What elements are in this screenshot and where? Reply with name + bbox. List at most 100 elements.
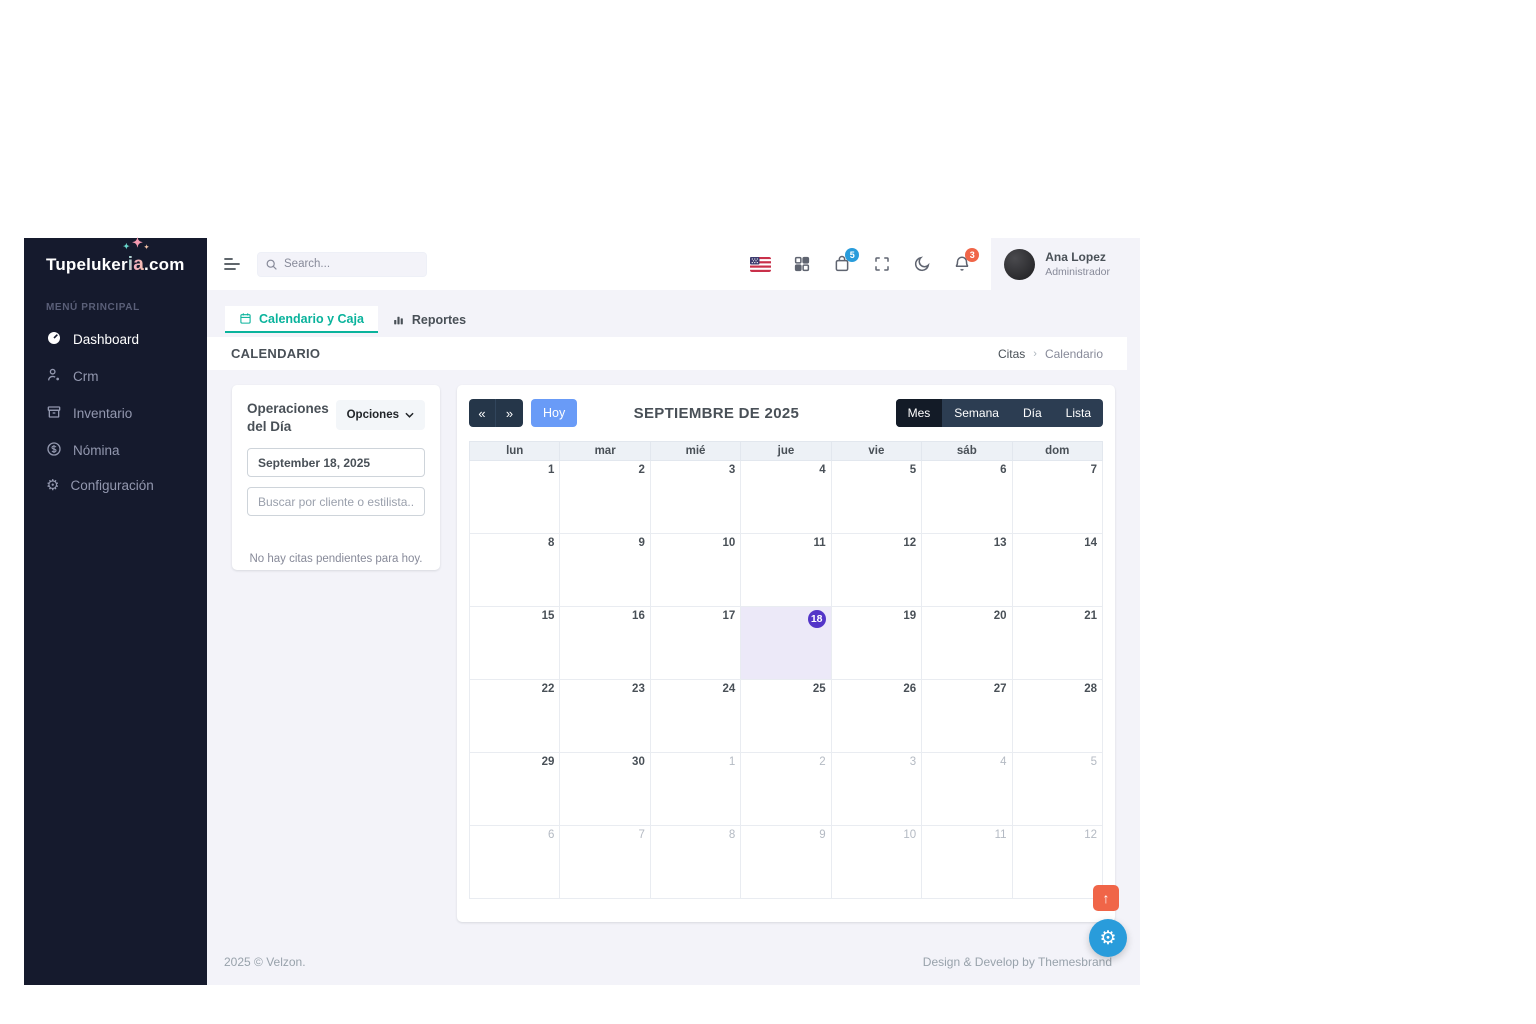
day-cell[interactable]: 28 [1011,679,1104,753]
chevrons-left-icon: « [478,405,486,421]
day-cell[interactable]: 8 [649,825,742,899]
options-button[interactable]: Opciones [335,400,425,430]
app-logo[interactable]: ✦ ✦ ✦ Tupelukeria.com [46,235,185,275]
day-cell[interactable]: 14 [1011,533,1104,607]
tab-reportes[interactable]: Reportes [378,306,480,333]
sidebar-item-dashboard[interactable]: Dashboard [24,321,207,358]
day-header: dom [1011,441,1104,461]
day-cell[interactable]: 4 [921,752,1013,826]
breadcrumb: Citas › Calendario [998,347,1103,361]
arrow-up-icon: ↑ [1102,890,1110,906]
day-cell[interactable]: 19 [830,606,923,680]
tab-calendario-y-caja[interactable]: Calendario y Caja [225,306,378,333]
view-mes-button[interactable]: Mes [895,399,943,427]
footer: 2025 © Velzon. Design & Develop by Theme… [224,955,1112,969]
operations-panel: Operaciones del Día Opciones No hay cita… [232,385,440,570]
archive-icon [46,404,62,423]
today-badge: 18 [807,610,826,628]
user-icon [46,367,62,386]
view-lista-button[interactable]: Lista [1054,399,1103,427]
day-cell[interactable]: 6 [921,460,1013,534]
day-cell[interactable]: 30 [559,752,651,826]
day-cell[interactable]: 3 [830,752,923,826]
calendar-nav-group: « » [469,399,523,427]
dollar-circle-icon [46,441,62,460]
day-cell[interactable]: 10 [649,533,742,607]
today-button[interactable]: Hoy [531,399,578,427]
apps-grid-icon[interactable] [793,255,811,273]
day-cell[interactable]: 24 [649,679,742,753]
day-cell[interactable]: 5 [1011,752,1104,826]
theme-settings-button[interactable]: ⚙ [1089,919,1127,957]
sidebar: ✦ ✦ ✦ Tupelukeria.com MENÚ PRINCIPAL Dashb… [24,235,207,985]
fullscreen-icon[interactable] [873,255,891,273]
cart-icon[interactable]: 5 [833,248,860,273]
day-cell[interactable]: 27 [921,679,1013,753]
calendar-grid-body: 1 2 3 4 5 6 7 8 9 10 11 12 13 14 15 16 17 18 19 20 21 22 23 24 2… [468,460,1104,899]
day-cell[interactable]: 15 [468,606,561,680]
day-cell[interactable]: 11 [740,533,832,607]
day-cell[interactable]: 12 [830,533,923,607]
hamburger-menu-icon[interactable] [223,257,241,271]
main-area: 5 3 Ana Lopez Administrador [207,238,1140,985]
prev-month-button[interactable]: « [469,399,496,427]
global-search [257,251,427,277]
day-header: vie [830,441,923,461]
breadcrumb-citas[interactable]: Citas [997,346,1026,361]
day-cell[interactable]: 9 [559,533,651,607]
day-cell[interactable]: 6 [468,825,561,899]
day-cell[interactable]: 7 [559,825,651,899]
view-dia-button[interactable]: Día [1011,399,1054,427]
day-cell[interactable]: 11 [921,825,1013,899]
sidebar-item-configuracion[interactable]: ⚙ Configuración [24,469,207,502]
day-cell[interactable]: 1 [468,460,561,534]
day-cell[interactable]: 26 [830,679,923,753]
day-cell[interactable]: 16 [559,606,651,680]
day-cell[interactable]: 8 [468,533,561,607]
day-cell[interactable]: 7 [1011,460,1104,534]
view-semana-button[interactable]: Semana [942,399,1011,427]
day-cell[interactable]: 18 [740,606,832,680]
user-role: Administrador [1045,265,1110,278]
next-month-button[interactable]: » [496,399,523,427]
search-input[interactable] [257,251,427,277]
day-header: jue [740,441,832,461]
avatar [1004,248,1036,280]
day-cell[interactable]: 5 [830,460,923,534]
language-flag-icon[interactable] [750,256,772,272]
dark-mode-moon-icon[interactable] [913,255,931,273]
sidebar-item-nomina[interactable]: Nómina [24,432,207,469]
day-cell[interactable]: 22 [468,679,561,753]
day-cell[interactable]: 12 [1011,825,1104,899]
day-cell[interactable]: 20 [921,606,1013,680]
day-cell[interactable]: 17 [649,606,742,680]
day-cell[interactable]: 4 [740,460,832,534]
gauge-icon [46,330,62,349]
day-cell[interactable]: 23 [559,679,651,753]
day-cell[interactable]: 21 [1011,606,1104,680]
sidebar-item-crm[interactable]: Crm [24,358,207,395]
day-cell[interactable]: 2 [740,752,832,826]
page-content: Operaciones del Día Opciones No hay cita… [207,370,1140,922]
notifications-bell-icon[interactable]: 3 [953,248,980,273]
scroll-to-top-button[interactable]: ↑ [1093,885,1119,911]
user-menu[interactable]: Ana Lopez Administrador [991,238,1123,290]
app-window: ✦ ✦ ✦ Tupelukeria.com MENÚ PRINCIPAL Dashb… [24,235,1140,985]
gear-icon: ⚙ [46,477,60,494]
day-cell[interactable]: 25 [740,679,832,753]
options-button-label: Opciones [346,409,399,421]
day-cell[interactable]: 9 [740,825,832,899]
day-cell[interactable]: 1 [649,752,742,826]
day-cell[interactable]: 13 [921,533,1013,607]
calendar-week-row: 22 23 24 25 26 27 28 [468,679,1104,753]
day-cell[interactable]: 10 [830,825,923,899]
date-picker-input[interactable] [247,448,425,478]
client-stylist-search-input[interactable] [247,487,425,517]
day-cell[interactable]: 3 [649,460,742,534]
day-cell[interactable]: 29 [468,752,561,826]
tab-label: Reportes [411,312,467,327]
footer-credit: Design & Develop by Themesbrand [922,955,1112,969]
day-cell[interactable]: 2 [559,460,651,534]
sidebar-item-inventario[interactable]: Inventario [24,395,207,432]
